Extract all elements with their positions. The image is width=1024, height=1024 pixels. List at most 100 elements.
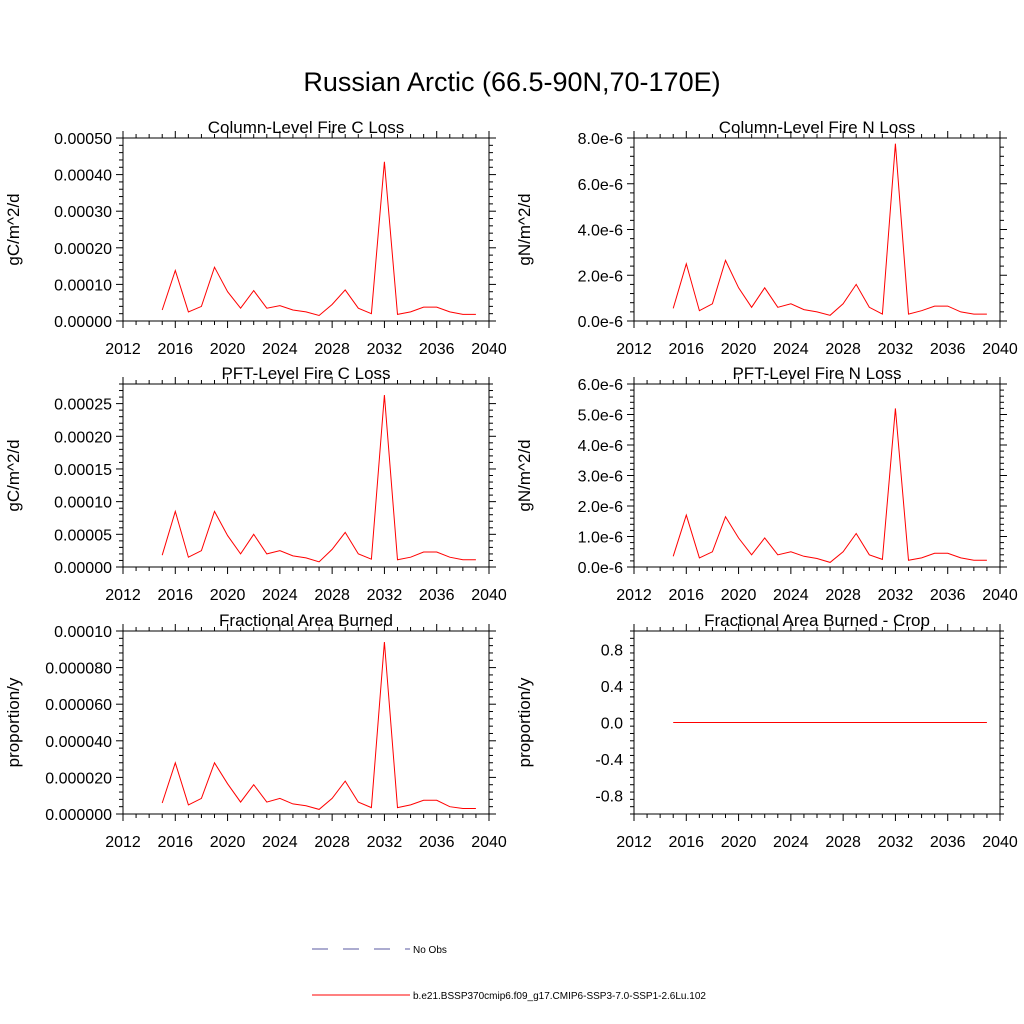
x-tick-label: 2036 [419, 834, 455, 851]
chart-panel-1: Column-Level Fire C Loss gC/m^2/d 2012 2016… [4, 118, 507, 358]
y-tick-label: 0.00015 [54, 462, 112, 479]
y-tick-label: 0.000080 [45, 661, 112, 678]
x-tick-label: 2012 [105, 341, 141, 358]
plot-frame [122, 383, 490, 568]
x-tick-label: 2024 [262, 341, 298, 358]
y-tick-label: 0.00010 [54, 495, 112, 512]
chart-panel-4: PFT-Level Fire N Loss gN/m^2/d 2012 2016 202… [515, 364, 1018, 604]
y-tick-label: -0.8 [595, 789, 623, 806]
series-line-1 [672, 143, 987, 316]
x-tick-label: 2016 [157, 341, 193, 358]
y-tick-label: 0.00010 [54, 277, 112, 294]
series-line-1 [161, 161, 476, 317]
y-tick-label: 0.00050 [54, 131, 112, 148]
y-tick-label: 3.0e-6 [578, 469, 623, 486]
x-tick-label: 2040 [982, 341, 1018, 358]
x-tick-label: 2032 [878, 834, 914, 851]
x-tick-label: 2020 [210, 587, 246, 604]
y-tick-label: 2.0e-6 [578, 499, 623, 516]
x-tick-label: 2024 [773, 834, 809, 851]
x-tick-label: 2024 [262, 587, 298, 604]
y-axis-label: proportion/y [4, 677, 23, 767]
x-tick-label: 2012 [616, 587, 652, 604]
y-tick-label: 6.0e-6 [578, 177, 623, 194]
x-tick-label: 2028 [825, 587, 861, 604]
y-tick-label: 4.0e-6 [578, 438, 623, 455]
chart-panels: Column-Level Fire C Loss gC/m^2/d 2012 2016… [4, 118, 1018, 851]
chart-title: Fractional Area Burned [219, 611, 393, 630]
x-tick-label: 2036 [930, 587, 966, 604]
chart-title: Column-Level Fire N Loss [719, 118, 916, 137]
y-tick-label: 0.00020 [54, 241, 112, 258]
x-tick-label: 2012 [105, 587, 141, 604]
series-line-1 [672, 408, 987, 563]
y-tick-label: 0.00010 [54, 624, 112, 641]
x-tick-label: 2032 [878, 587, 914, 604]
x-tick-label: 2028 [825, 341, 861, 358]
y-tick-label: 0.0 [601, 716, 623, 733]
y-tick-label: 0.00005 [54, 527, 112, 544]
y-tick-label: 0.00020 [54, 429, 112, 446]
x-tick-label: 2036 [930, 834, 966, 851]
x-tick-label: 2024 [773, 341, 809, 358]
x-tick-label: 2032 [367, 587, 403, 604]
x-tick-label: 2028 [314, 834, 350, 851]
series-line-1 [161, 641, 476, 810]
legend-label: b.e21.BSSP370cmip6.f09_g17.CMIP6-SSP3-7.… [413, 991, 706, 1002]
x-tick-label: 2020 [210, 834, 246, 851]
x-tick-label: 2012 [105, 834, 141, 851]
x-tick-label: 2016 [668, 341, 704, 358]
y-tick-label: 6.0e-6 [578, 377, 623, 394]
y-tick-label: 0.00000 [54, 560, 112, 577]
x-tick-label: 2032 [367, 341, 403, 358]
y-tick-label: 0.4 [601, 679, 623, 696]
y-axis-label: gN/m^2/d [515, 439, 534, 511]
plot-frame [122, 137, 490, 322]
x-tick-label: 2020 [210, 341, 246, 358]
x-tick-label: 2020 [721, 587, 757, 604]
chart-title: Column-Level Fire C Loss [208, 118, 405, 137]
y-axis-label: proportion/y [515, 677, 534, 767]
y-tick-label: 0.8 [601, 642, 623, 659]
x-tick-label: 2028 [314, 341, 350, 358]
x-tick-label: 2020 [721, 341, 757, 358]
y-tick-label: 5.0e-6 [578, 408, 623, 425]
y-tick-label: 0.00000 [54, 314, 112, 331]
x-tick-label: 2024 [773, 587, 809, 604]
x-tick-label: 2040 [471, 587, 507, 604]
y-tick-label: 8.0e-6 [578, 131, 623, 148]
x-tick-label: 2032 [367, 834, 403, 851]
chart-panel-5: Fractional Area Burned proportion/y 2012 20… [4, 611, 507, 851]
y-tick-label: -0.4 [595, 752, 623, 769]
y-axis-label: gN/m^2/d [515, 193, 534, 265]
x-tick-label: 2028 [314, 587, 350, 604]
y-tick-label: 0.00040 [54, 168, 112, 185]
x-tick-label: 2040 [471, 834, 507, 851]
y-axis-label: gC/m^2/d [4, 193, 23, 265]
x-tick-label: 2024 [262, 834, 298, 851]
x-tick-label: 2040 [471, 341, 507, 358]
y-tick-label: 1.0e-6 [578, 530, 623, 547]
chart-title: PFT-Level Fire N Loss [732, 364, 901, 383]
x-tick-label: 2016 [668, 834, 704, 851]
page-title: Russian Arctic (66.5-90N,70-170E) [303, 67, 720, 97]
y-tick-label: 0.00030 [54, 204, 112, 221]
chart-title: PFT-Level Fire C Loss [221, 364, 390, 383]
x-tick-label: 2012 [616, 341, 652, 358]
plot-frame [122, 630, 490, 815]
x-tick-label: 2016 [668, 587, 704, 604]
chart-panel-2: Column-Level Fire N Loss gN/m^2/d 2012 2016… [515, 118, 1018, 358]
x-tick-label: 2012 [616, 834, 652, 851]
y-tick-label: 0.000040 [45, 734, 112, 751]
legend-label: No Obs [413, 945, 447, 956]
plot-frame [633, 137, 1001, 322]
x-tick-label: 2040 [982, 834, 1018, 851]
y-tick-label: 0.00025 [54, 397, 112, 414]
y-tick-label: 0.000000 [45, 807, 112, 824]
plot-frame [633, 383, 1001, 568]
x-tick-label: 2040 [982, 587, 1018, 604]
y-tick-label: 0.000020 [45, 770, 112, 787]
legend: No Obs b.e21.BSSP370cmip6.f09_g17.CMIP6-S… [312, 945, 706, 1002]
y-tick-label: 2.0e-6 [578, 268, 623, 285]
